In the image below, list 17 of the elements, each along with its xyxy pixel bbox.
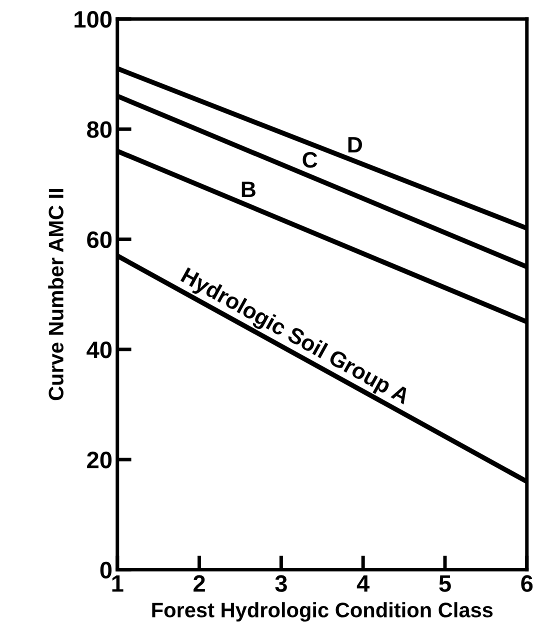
x-axis-title: Forest Hydrologic Condition Class xyxy=(152,602,493,622)
x-tick-label: 6 xyxy=(521,575,533,592)
series-label: D xyxy=(348,137,362,152)
x-tick-label: 4 xyxy=(356,575,370,592)
y-axis-title: Curve Number AMC II xyxy=(48,189,64,400)
y-tick-label: 80 xyxy=(87,121,112,138)
x-tick-label: 2 xyxy=(194,575,205,592)
x-tick-label: 3 xyxy=(275,575,287,592)
y-tick-label: 60 xyxy=(87,231,112,248)
y-tick-label: 40 xyxy=(86,341,112,358)
series-label: C xyxy=(302,152,318,168)
y-tick-label: 100 xyxy=(74,11,112,28)
x-tick-label: 5 xyxy=(439,575,451,592)
y-tick-label: 0 xyxy=(100,562,112,578)
y-tick-label: 20 xyxy=(87,452,112,468)
x-tick-label: 1 xyxy=(112,575,124,592)
series-label: B xyxy=(242,182,256,198)
